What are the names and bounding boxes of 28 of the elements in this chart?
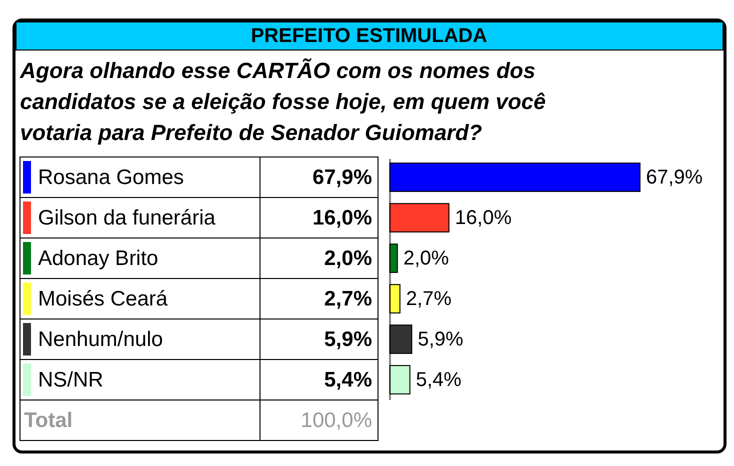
data-label: 2,0% <box>324 246 372 270</box>
y-tick-label: NS/NR <box>38 368 104 392</box>
bar <box>390 244 398 273</box>
bar <box>390 324 412 354</box>
chart-subtitle: Agora olhando esse CARTÃO com os nomes dos candidatos se a eleição fosse hoje, em quem você votaria para Prefeito de Senador Guiomard? <box>19 58 546 145</box>
text: Total <box>24 408 73 432</box>
data-label: 67,9% <box>312 166 372 189</box>
text: 16,0% <box>454 206 512 229</box>
y-tick-label: Gilson da funerária <box>38 206 216 230</box>
text: 2,7% <box>406 288 452 310</box>
data-label: 2,7% <box>324 287 372 310</box>
text: 100,0% <box>300 408 372 432</box>
text: 5,4% <box>416 368 462 391</box>
bar <box>390 284 400 314</box>
bar <box>390 365 410 394</box>
text: 5,9% <box>418 328 464 350</box>
y-tick-label: Nenhum/nulo <box>38 328 163 351</box>
y-tick-label: Moisés Ceará <box>38 287 168 310</box>
bar <box>390 162 640 192</box>
data-label: 5,9% <box>324 328 372 351</box>
text: 2,0% <box>403 247 449 270</box>
chart-title: PREFEITO ESTIMULADA <box>250 25 488 47</box>
data-label: 16,0% <box>312 206 372 230</box>
y-tick-label: Adonay Brito <box>38 246 158 270</box>
text: 67,9% <box>646 166 703 188</box>
bar <box>390 203 450 232</box>
y-tick-label: Rosana Gomes <box>38 166 184 189</box>
data-label: 5,4% <box>324 368 372 392</box>
